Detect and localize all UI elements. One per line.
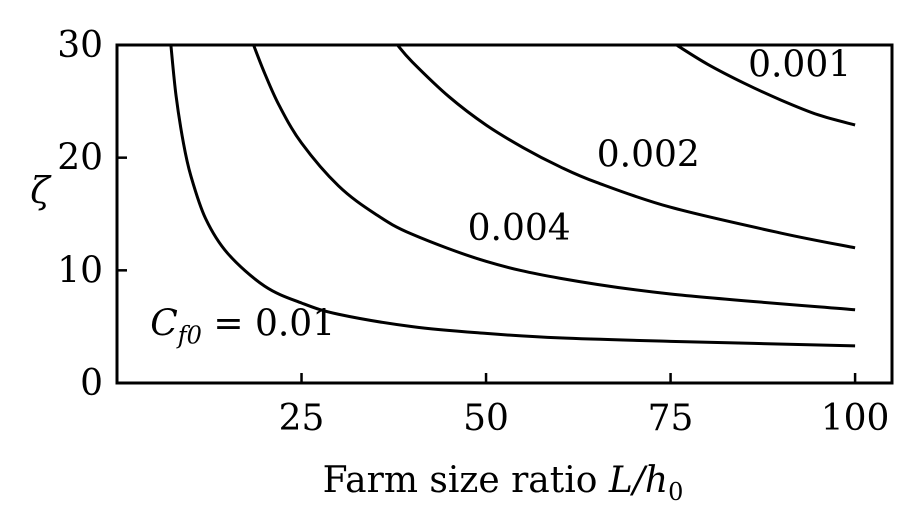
- curve-label-cf0-0.004: 0.004: [468, 208, 571, 249]
- curve-cf0-0.001: [675, 43, 856, 127]
- x-tick-label: 75: [648, 398, 694, 439]
- y-axis-label: ζ: [30, 171, 52, 212]
- curve-label-cf0-0.002: 0.002: [597, 135, 700, 176]
- curve-label-cf0-0.01: Cf0 = 0.01: [150, 304, 335, 350]
- x-tick-label: 50: [463, 398, 509, 439]
- x-axis-label: Farm size ratio L/h0: [323, 460, 684, 506]
- y-tick-label: 0: [80, 363, 103, 404]
- plot-frame: [115, 43, 894, 385]
- curve-cf0-0.01: [169, 44, 856, 348]
- curve-cf0-0.002: [396, 44, 856, 250]
- y-tick-label: 30: [57, 25, 103, 66]
- x-tick-label: 100: [821, 398, 890, 439]
- y-tick-label: 20: [57, 138, 103, 179]
- x-tick-label: 25: [279, 398, 325, 439]
- curve-label-cf0-0.001: 0.001: [748, 45, 851, 86]
- curve-cf0-0.004: [252, 44, 856, 312]
- y-tick-label: 10: [57, 250, 103, 291]
